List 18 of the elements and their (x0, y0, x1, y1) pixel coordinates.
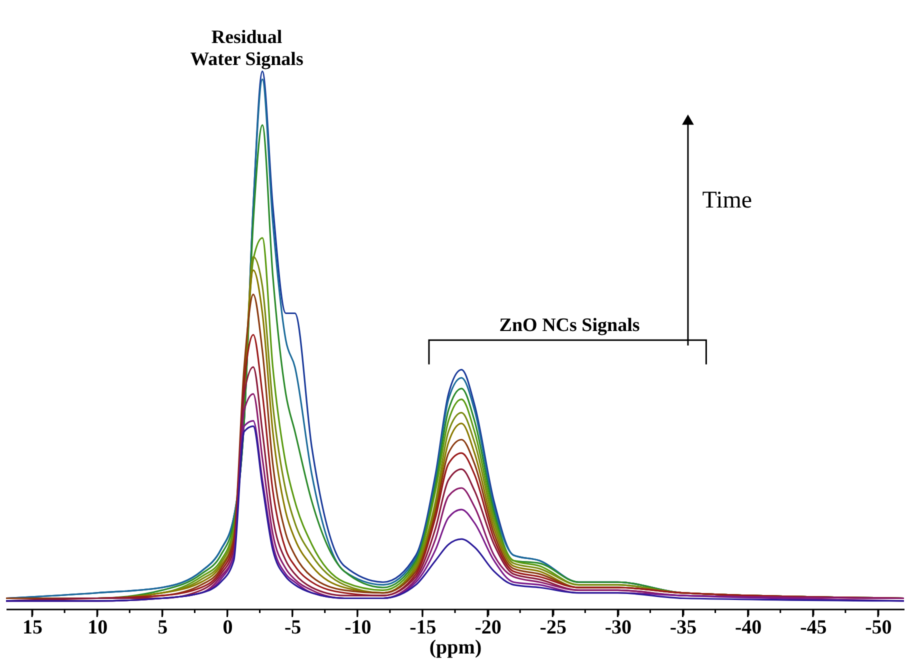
annotation: Time (702, 187, 752, 214)
x-tick-label: 10 (88, 616, 108, 638)
x-tick-label: -45 (800, 616, 827, 638)
x-axis-title: (ppm) (429, 636, 482, 658)
text: Residual Water Signals (190, 27, 304, 70)
x-tick-label: -35 (670, 616, 697, 638)
x-tick-label: -5 (284, 616, 302, 638)
x-tick-label: -10 (344, 616, 372, 638)
x-tick-label: -25 (540, 616, 566, 638)
x-tick-label: 0 (222, 616, 233, 638)
x-tick-label: -15 (410, 616, 436, 638)
annotation: ZnO NCs Signals (499, 314, 640, 336)
x-tick-label: 15 (22, 616, 43, 638)
x-tick-label: -40 (734, 616, 762, 638)
x-tick-label: 5 (158, 616, 168, 638)
x-tick-label: -20 (474, 616, 502, 638)
x-tick-label: -30 (604, 616, 632, 638)
x-tick-label: -50 (865, 616, 892, 638)
